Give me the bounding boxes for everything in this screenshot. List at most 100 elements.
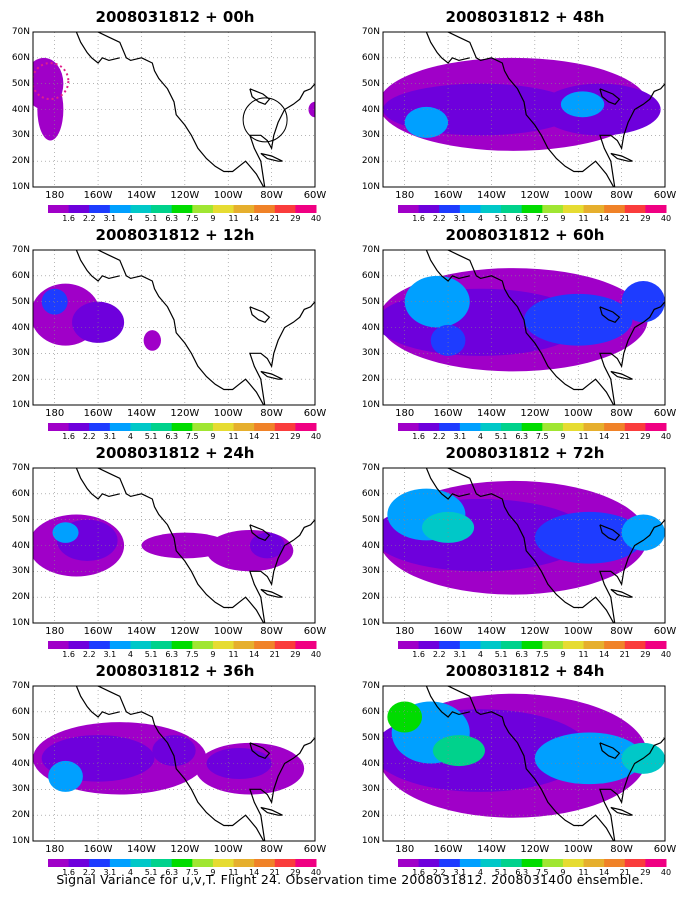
- coastline: [447, 468, 665, 623]
- lon-tick-label: 80W: [610, 626, 633, 637]
- lat-tick-label: 30N: [11, 566, 30, 577]
- lon-tick-label: 120W: [520, 844, 550, 855]
- lon-tick-label: 100W: [563, 408, 593, 419]
- lon-tick-label: 80W: [260, 626, 283, 637]
- lon-tick-label: 140W: [126, 844, 156, 855]
- colorbar-swatch: [68, 859, 90, 867]
- colorbar-label: 40: [310, 214, 322, 223]
- coastline: [97, 686, 315, 841]
- colorbar-label: 9: [560, 432, 566, 441]
- colorbar-label: 7.5: [535, 214, 549, 223]
- colorbar-swatch: [254, 205, 276, 213]
- colorbar-label: 9: [210, 432, 216, 441]
- colorbar-label: 40: [310, 650, 322, 659]
- lon-tick-label: 120W: [170, 626, 200, 637]
- coastline: [599, 88, 621, 106]
- colorbar-label: 14: [249, 214, 260, 223]
- colorbar-label: 4: [477, 432, 483, 441]
- lat-tick-label: 20N: [11, 810, 30, 821]
- colorbar-swatch: [480, 205, 502, 213]
- colorbar-label: 21: [269, 214, 280, 223]
- lat-tick-label: 20N: [361, 156, 380, 167]
- colorbar-swatch: [48, 423, 70, 431]
- variance-region: [48, 760, 83, 792]
- colorbar-label: 14: [249, 432, 260, 441]
- colorbar-label: 5.1: [144, 868, 158, 877]
- colorbar-label: 4: [477, 650, 483, 659]
- colorbar-swatch: [480, 423, 502, 431]
- lat-tick-label: 60N: [361, 270, 380, 281]
- coastline: [610, 152, 633, 162]
- colorbar-label: 3.1: [103, 868, 117, 877]
- map-svg: [32, 249, 317, 431]
- colorbar-label: 14: [249, 650, 260, 659]
- colorbar-label: 14: [599, 214, 610, 223]
- colorbar-swatch: [521, 859, 543, 867]
- colorbar-label: 11: [578, 214, 589, 223]
- colorbar-swatch: [151, 423, 173, 431]
- colorbar-label: 29: [640, 214, 651, 223]
- colorbar-swatch: [89, 205, 111, 213]
- colorbar-label: 5.1: [494, 650, 508, 659]
- lon-tick-label: 180: [45, 408, 65, 419]
- variance-region: [404, 275, 470, 328]
- lat-tick-label: 30N: [11, 130, 30, 141]
- colorbar-swatch: [418, 205, 440, 213]
- colorbar-label: 7.5: [185, 650, 199, 659]
- colorbar-swatch: [254, 859, 276, 867]
- lon-tick-label: 160W: [83, 408, 113, 419]
- coastline: [75, 250, 120, 282]
- colorbar-swatch: [151, 859, 173, 867]
- colorbar-swatch: [398, 205, 420, 213]
- colorbar-label: 3.1: [453, 650, 467, 659]
- lat-tick-label: 50N: [11, 514, 30, 525]
- colorbar-swatch: [562, 641, 585, 649]
- colorbar-label: 14: [599, 650, 610, 659]
- colorbar-label: 11: [228, 214, 239, 223]
- lat-tick-label: 10N: [11, 836, 30, 846]
- coastline: [249, 742, 271, 760]
- variance-region: [404, 106, 449, 138]
- colorbar-label: 6.3: [515, 650, 529, 659]
- colorbar-label: 40: [310, 868, 322, 877]
- flight-track: [33, 62, 70, 101]
- lon-tick-label: 160W: [433, 190, 463, 201]
- target-circle: [242, 97, 288, 143]
- map-frame: [382, 249, 666, 406]
- colorbar-label: 21: [269, 432, 280, 441]
- colorbar-label: 1.6: [62, 214, 75, 223]
- colorbar-swatch: [151, 205, 173, 213]
- colorbar-swatch: [274, 641, 296, 649]
- colorbar-swatch: [171, 641, 193, 649]
- colorbar-label: 2.2: [432, 868, 446, 877]
- lon-tick-label: 180: [45, 190, 65, 201]
- colorbar-label: 14: [599, 432, 610, 441]
- colorbar-swatch: [212, 859, 235, 867]
- colorbar-swatch: [171, 859, 193, 867]
- map-frame: [382, 685, 666, 842]
- coastline: [75, 32, 120, 64]
- lat-tick-label: 60N: [11, 488, 30, 499]
- lat-tick-label: 60N: [361, 488, 380, 499]
- map-frame: [382, 467, 666, 624]
- colorbar-swatch: [68, 423, 90, 431]
- colorbar-swatch: [233, 859, 255, 867]
- colorbar-label: 40: [660, 650, 672, 659]
- coastline: [260, 588, 283, 598]
- colorbar-swatch: [501, 423, 523, 431]
- lon-tick-label: 100W: [213, 408, 243, 419]
- map-panel-48h: 2008031812 + 48h 70N 60N 50N 40N 30N 20N 10N 180…: [350, 0, 700, 223]
- lat-tick-label: 50N: [361, 514, 380, 525]
- map-panel-12h: 2008031812 + 12h 70N 60N 50N 40N 30N 20N 10N 180…: [0, 218, 350, 441]
- lon-tick-label: 120W: [520, 626, 550, 637]
- colorbar-label: 4: [127, 432, 133, 441]
- lon-tick-label: 60W: [653, 190, 677, 201]
- coastline: [249, 88, 271, 106]
- coastline: [447, 250, 665, 405]
- colorbar-swatch: [439, 859, 461, 867]
- colorbar-label: 11: [228, 868, 239, 877]
- colorbar-swatch: [274, 423, 296, 431]
- colorbar-swatch: [542, 859, 564, 867]
- lat-tick-label: 10N: [11, 182, 30, 192]
- lat-tick-label: 60N: [361, 706, 380, 717]
